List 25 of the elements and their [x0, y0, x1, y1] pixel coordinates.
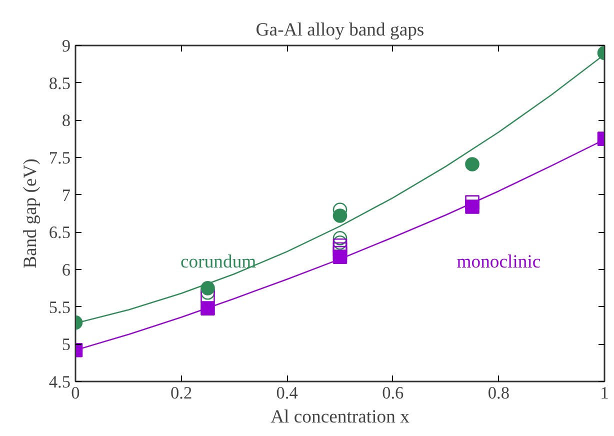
x-tick-label: 0.8	[488, 384, 510, 402]
text: monoclinic	[456, 252, 541, 273]
y-tick-label: 8	[62, 111, 71, 130]
series-label: corundum	[180, 252, 257, 273]
x-tick-label: 1	[600, 384, 609, 402]
y-tick-label: 6	[62, 260, 71, 280]
x-tick-label: 0.2	[170, 384, 192, 402]
y-tick-label: 4.5	[48, 372, 71, 392]
y-tick-label: 6.5	[48, 223, 71, 242]
y-tick-label: 9	[62, 36, 71, 56]
y-tick-label: 7	[62, 186, 71, 205]
point	[332, 250, 348, 264]
x-tick-label: 0	[71, 384, 80, 402]
y-tick-label: 5.5	[48, 298, 71, 317]
y-tick-label: 7.5	[48, 148, 71, 168]
x-tick-label: 0.6	[382, 384, 404, 402]
y-axis-title: Band gap (eV)	[20, 158, 41, 268]
point	[332, 235, 348, 250]
point	[332, 208, 348, 223]
x-axis-title: Al concentration x	[270, 406, 410, 428]
y-tick-label: 8.5	[48, 74, 71, 93]
chart-title: Ga-Al alloy band gaps	[256, 20, 424, 40]
y-tick-label: 5	[62, 335, 71, 354]
x-tick-label: 0.4	[276, 384, 298, 402]
point	[332, 231, 348, 246]
